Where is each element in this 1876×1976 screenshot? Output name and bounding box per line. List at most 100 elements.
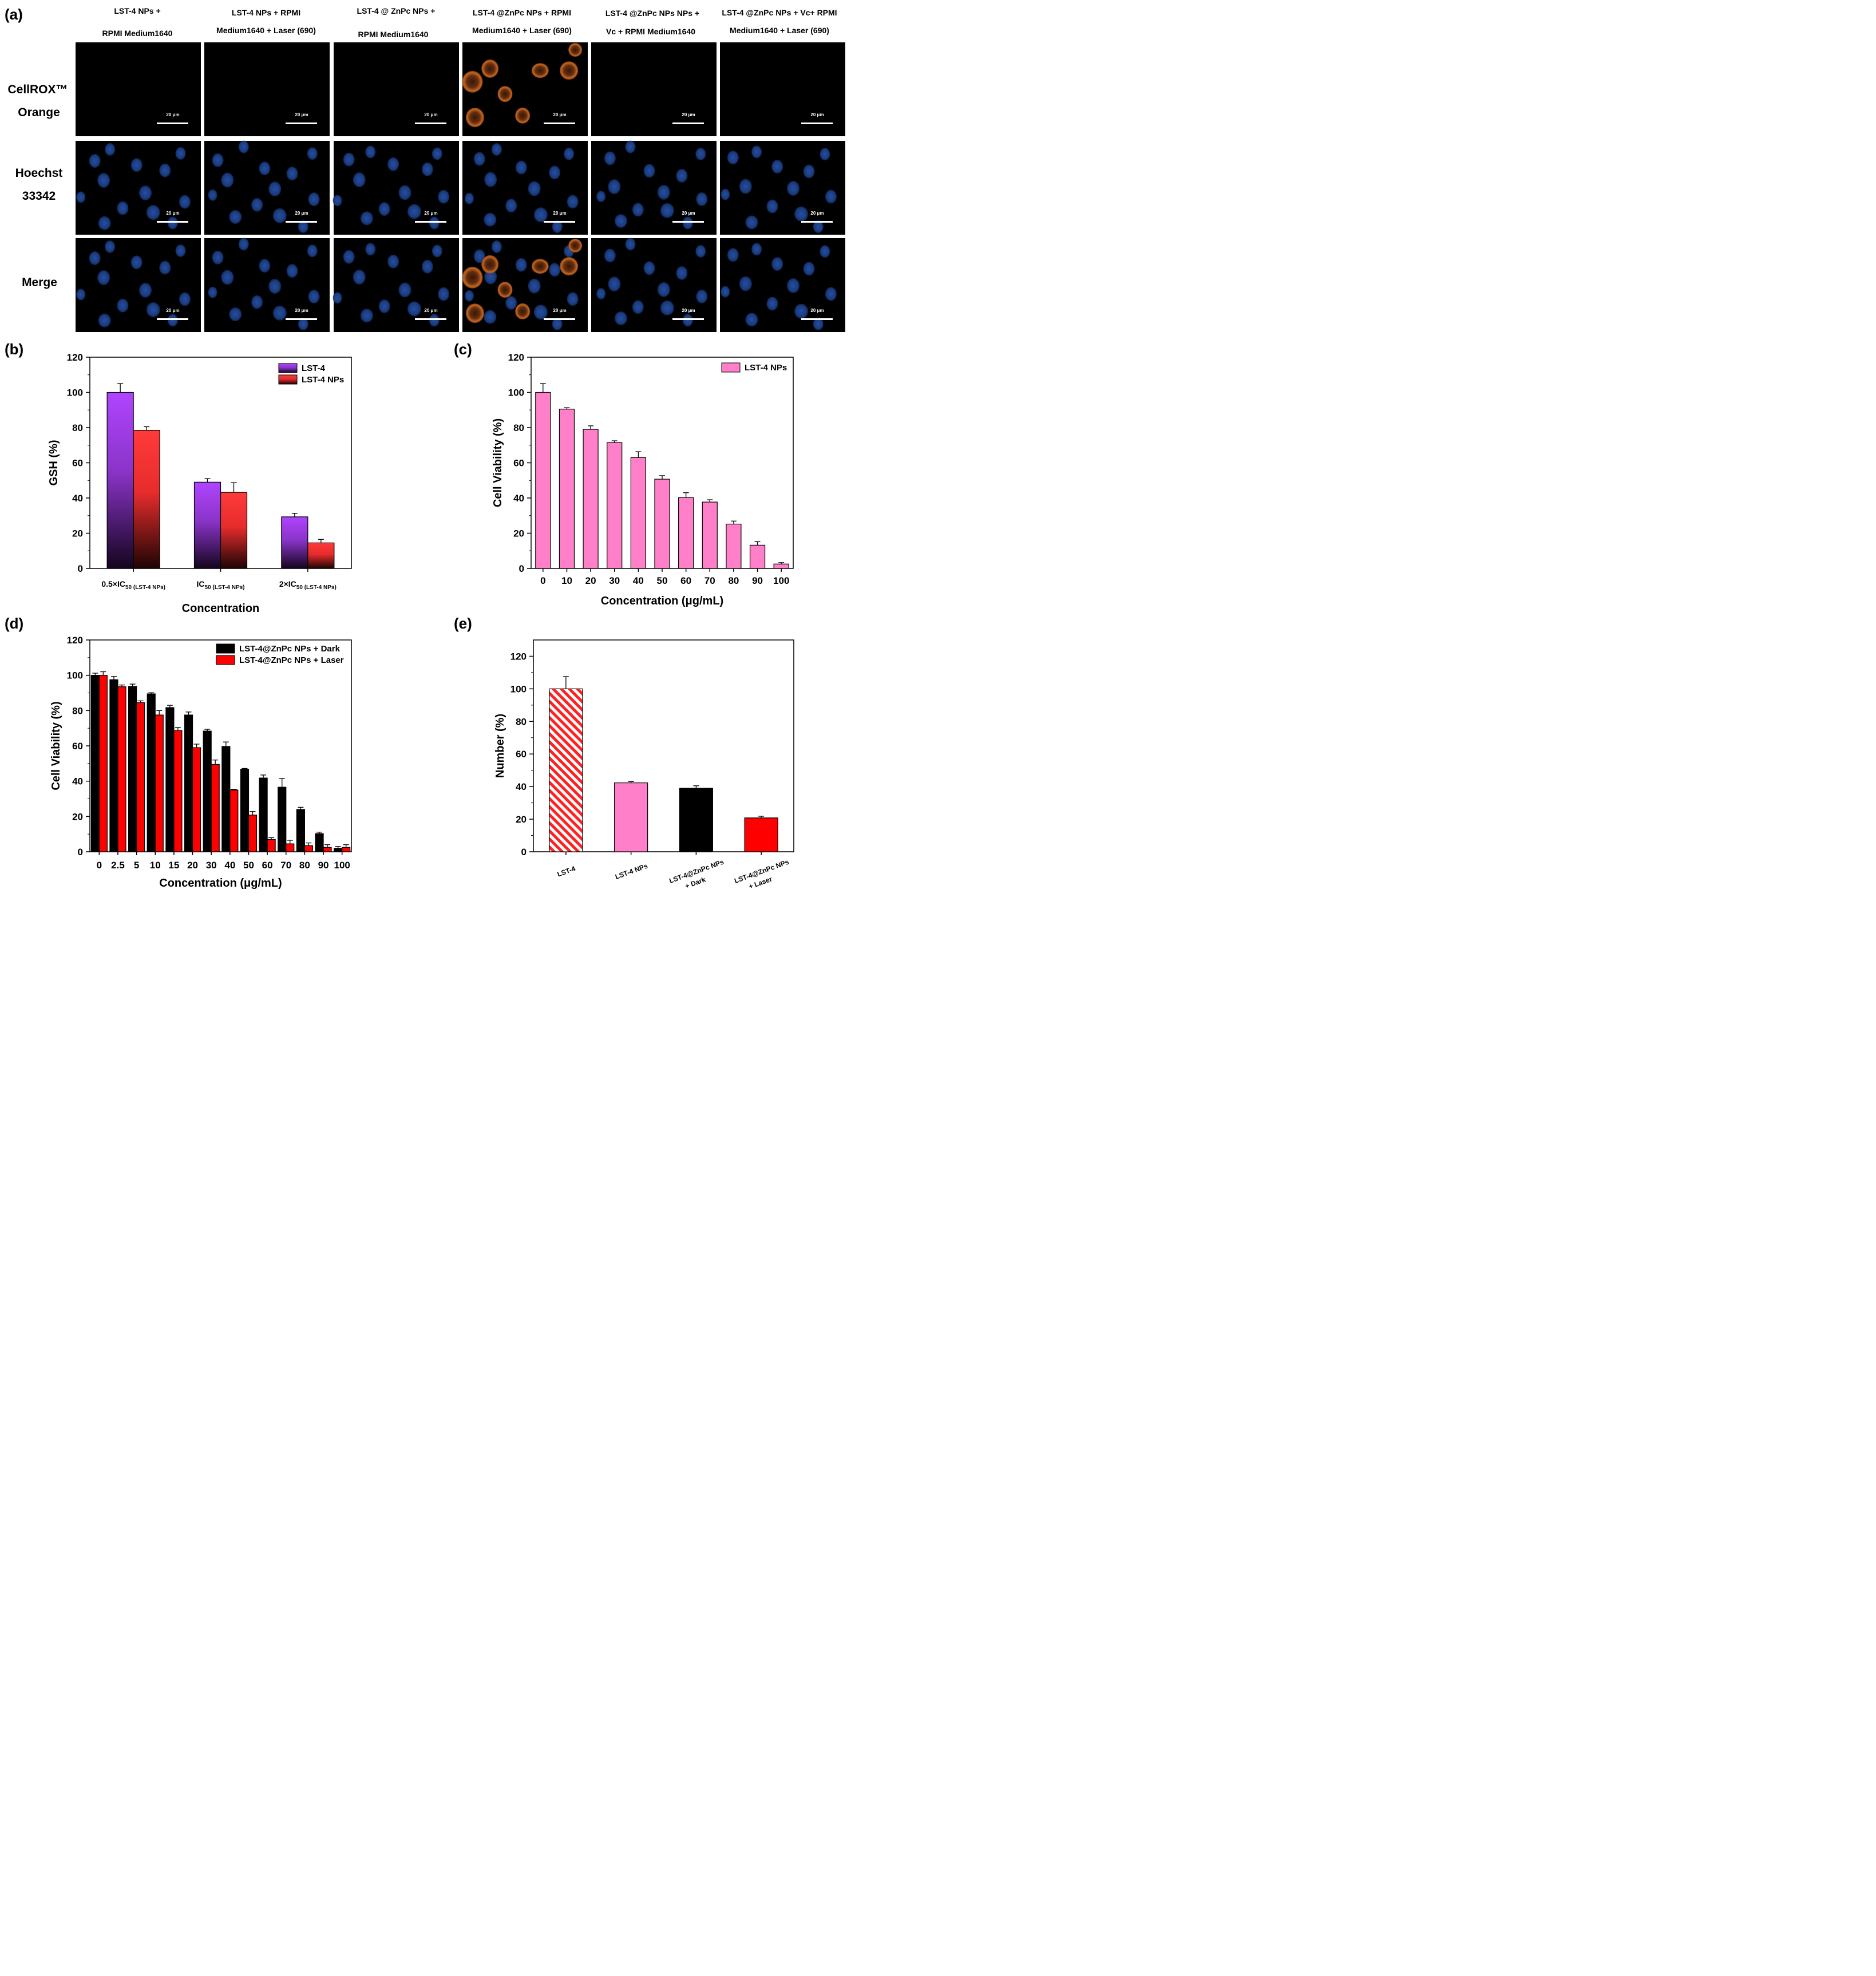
x-tick-label: LST-4 NPs xyxy=(614,861,649,881)
nucleus xyxy=(89,251,101,266)
ros-signal-cell xyxy=(568,239,583,253)
micrograph-background xyxy=(720,42,845,136)
nucleus xyxy=(515,160,527,175)
bar xyxy=(109,679,118,852)
legend-label: LST-4 NPs xyxy=(302,375,344,385)
nucleus xyxy=(139,185,152,200)
nucleus xyxy=(695,148,706,161)
micrograph-r2-c2: 20 μm xyxy=(204,140,330,235)
nucleus xyxy=(387,157,399,171)
x-tick-label: 40 xyxy=(224,860,235,871)
nucleus xyxy=(286,167,298,181)
bar xyxy=(583,429,599,569)
y-tick-label: 120 xyxy=(67,352,83,363)
nucleus xyxy=(643,261,655,275)
scale-bar-label: 20 μm xyxy=(810,211,824,216)
x-tick-label: 0.5×IC50 (LST-4 NPs) xyxy=(101,579,165,591)
scale-bar xyxy=(157,122,188,124)
column-header-4-line1: LST-4 @ZnPc NPs + RPMI xyxy=(473,8,571,17)
column-header-1-line2: RPMI Medium1640 xyxy=(102,29,173,38)
nucleus xyxy=(238,140,249,153)
x-tick-label: 70 xyxy=(705,575,715,586)
x-tick-label: 40 xyxy=(633,575,644,586)
nucleus xyxy=(813,318,824,331)
bar xyxy=(203,730,212,852)
x-tick-label: 70 xyxy=(280,860,291,871)
bar xyxy=(136,702,145,852)
x-tick-label: LST-4 xyxy=(556,864,577,878)
bar xyxy=(211,764,220,852)
nucleus xyxy=(175,244,186,257)
legend-label: LST-4 NPs xyxy=(745,363,787,373)
x-tick-label-main: 2×IC xyxy=(279,579,296,588)
nucleus xyxy=(432,244,442,258)
nucleus xyxy=(491,143,502,156)
bar xyxy=(749,544,766,569)
nucleus xyxy=(528,181,541,196)
scale-bar-label: 20 μm xyxy=(166,308,179,313)
nucleus xyxy=(97,173,110,188)
nucleus xyxy=(286,264,298,278)
y-axis-title: Cell Viability (%) xyxy=(492,418,504,507)
scale-bar xyxy=(415,318,446,320)
nucleus xyxy=(604,248,616,263)
figure: (a) (b) (c) (d) (e) LST-4 NPs + RPMI Med… xyxy=(5,6,845,891)
nucleus xyxy=(238,238,249,251)
x-tick-label: 5 xyxy=(134,860,139,871)
nucleus xyxy=(676,168,688,183)
y-tick-label: 60 xyxy=(513,458,524,469)
micrograph-r2-c3: 20 μm xyxy=(333,141,459,235)
bar xyxy=(248,815,258,852)
nucleus xyxy=(159,260,171,275)
x-tick-label: 60 xyxy=(680,575,691,586)
nucleus xyxy=(766,297,778,311)
bar xyxy=(286,843,295,852)
nucleus xyxy=(794,206,809,222)
nucleus xyxy=(259,259,271,273)
column-header-2-line1: LST-4 NPs + RPMI xyxy=(232,8,300,17)
y-tick-label: 80 xyxy=(72,705,83,716)
x-tick-label-subscript: 50 xyxy=(204,584,211,591)
nucleus xyxy=(473,152,485,166)
micrograph-background xyxy=(76,42,201,136)
x-tick-label-note: (LST-4 NPs) xyxy=(211,584,245,591)
nucleus xyxy=(676,266,688,280)
nucleus xyxy=(505,199,517,213)
y-tick-label: 60 xyxy=(72,458,83,469)
x-tick-label: 30 xyxy=(206,860,217,871)
nucleus xyxy=(696,289,708,303)
nucleus xyxy=(105,143,116,156)
nucleus xyxy=(721,188,730,200)
bar xyxy=(304,845,313,852)
nucleus xyxy=(596,288,606,300)
x-tick-label: 2.5 xyxy=(111,860,125,871)
micrograph-r3-c1: 20 μm xyxy=(76,238,201,332)
x-tick-label: 50 xyxy=(657,575,668,586)
bar xyxy=(315,833,324,852)
bar xyxy=(128,686,137,852)
nucleus xyxy=(464,290,474,302)
nucleus xyxy=(272,208,287,223)
nucleus xyxy=(387,254,399,268)
y-tick-label: 20 xyxy=(516,814,527,825)
nucleus xyxy=(643,164,655,178)
nucleus xyxy=(398,185,411,200)
legend-label: LST-4 xyxy=(302,363,325,373)
nucleus xyxy=(794,303,809,319)
nucleus xyxy=(491,240,502,253)
x-tick-label: IC50 (LST-4 NPs) xyxy=(196,579,244,591)
bar xyxy=(192,747,201,852)
nucleus xyxy=(549,165,561,180)
x-tick-label: 0 xyxy=(97,860,102,871)
nucleus xyxy=(221,270,234,285)
ros-signal-cell xyxy=(560,61,579,80)
scale-bar-label: 20 μm xyxy=(295,211,308,216)
nucleus xyxy=(365,145,376,159)
nucleus xyxy=(596,191,606,203)
y-tick-label: 40 xyxy=(516,781,527,792)
nucleus xyxy=(567,292,579,306)
y-tick-label: 120 xyxy=(508,352,524,363)
x-tick-label: 20 xyxy=(187,860,198,871)
column-header-5-line1: LST-4 @ZnPc NPs NPs + xyxy=(605,9,699,18)
